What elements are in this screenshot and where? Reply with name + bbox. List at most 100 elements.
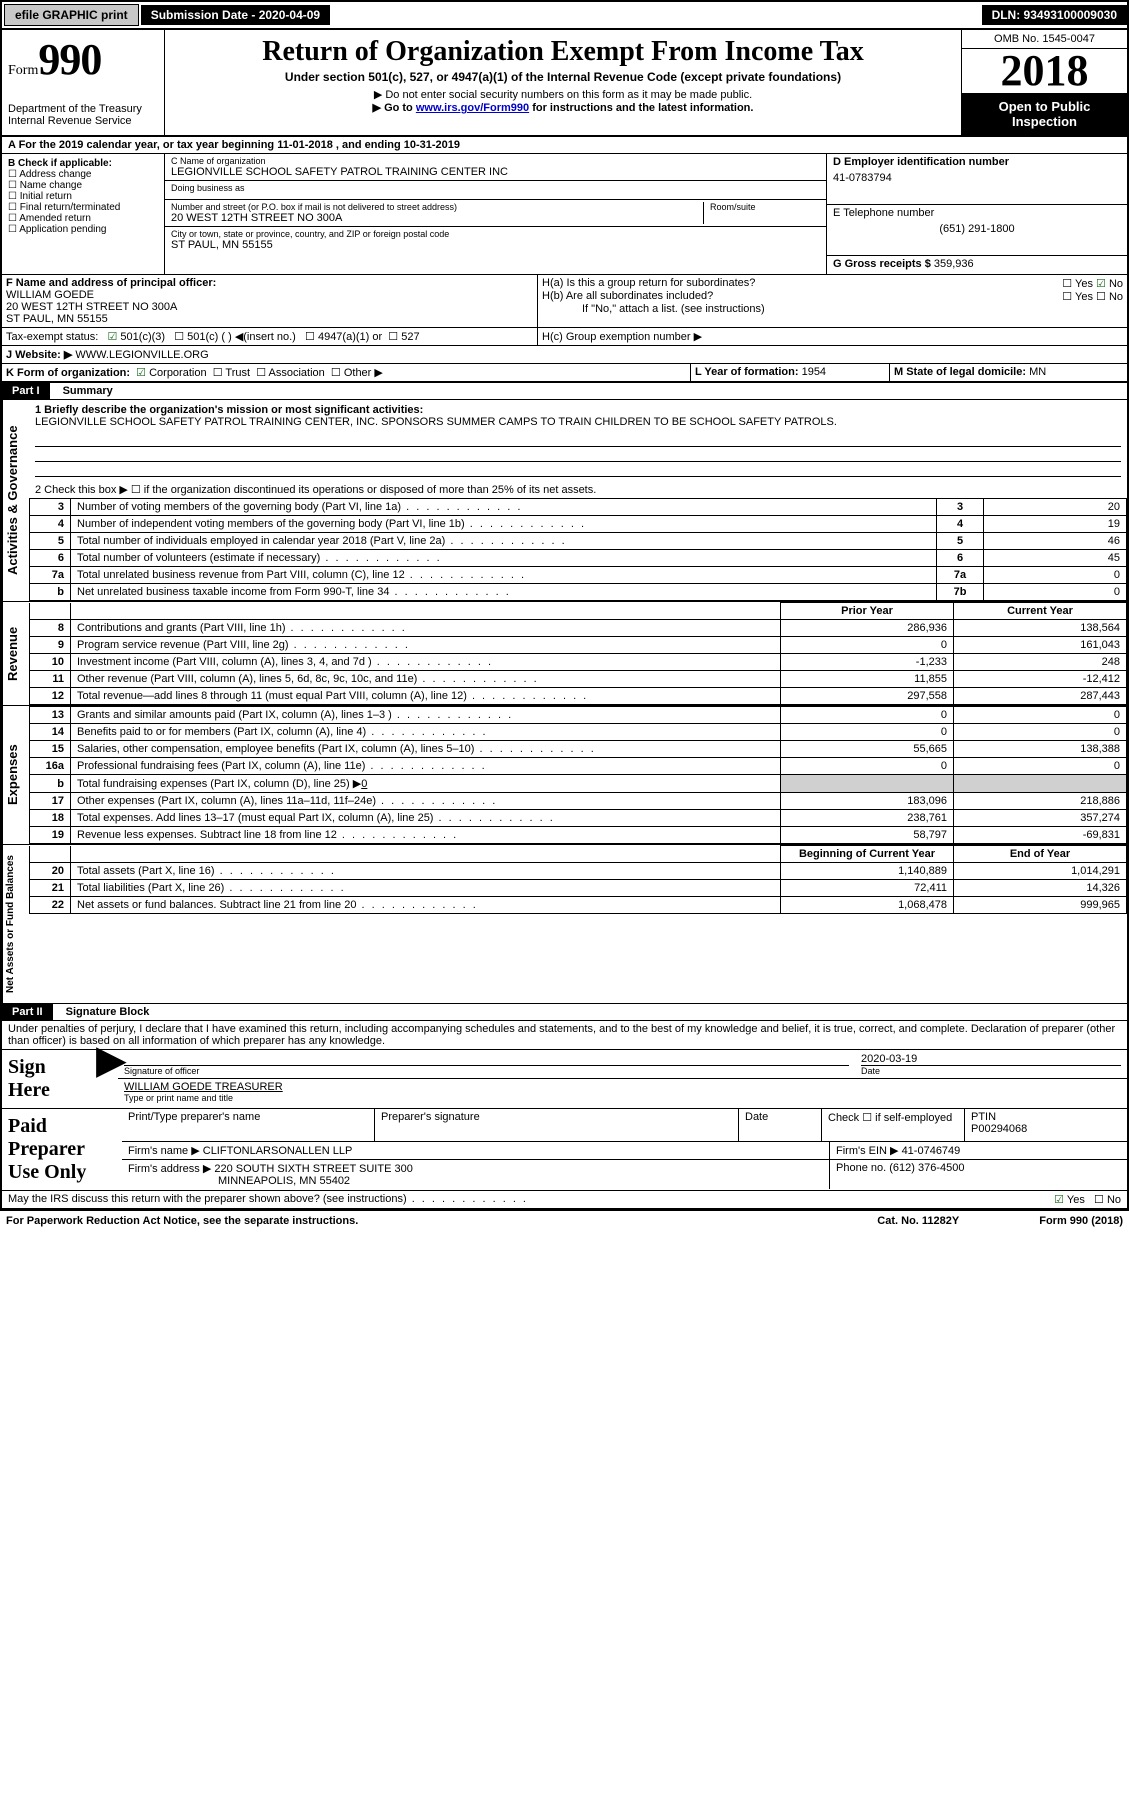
- cat-no: Cat. No. 11282Y: [877, 1215, 959, 1227]
- current-year-amount: 999,965: [954, 897, 1127, 914]
- sig-officer-label: Signature of officer: [124, 1065, 849, 1076]
- end-year-header: End of Year: [954, 846, 1127, 863]
- firm-phone-value: (612) 376-4500: [889, 1162, 964, 1174]
- q2-checkbox-line: 2 Check this box ▶ ☐ if the organization…: [29, 477, 1127, 498]
- discuss-no[interactable]: No: [1094, 1194, 1121, 1206]
- hb-note: If "No," attach a list. (see instruction…: [542, 303, 1123, 315]
- phone-label: E Telephone number: [833, 207, 1121, 219]
- prior-year-amount: 11,855: [781, 671, 954, 688]
- current-year-amount: 0: [954, 724, 1127, 741]
- perjury-declaration: Under penalties of perjury, I declare th…: [2, 1021, 1127, 1050]
- website-label: J Website: ▶: [6, 349, 72, 361]
- row-num: 16a: [30, 758, 71, 775]
- revenue-table: Prior Year Current Year 8 Contributions …: [29, 602, 1127, 705]
- firm-addr-label: Firm's address ▶: [128, 1163, 211, 1175]
- prior-year-amount: 183,096: [781, 793, 954, 810]
- row-desc: Net assets or fund balances. Subtract li…: [71, 897, 781, 914]
- row-desc: Total number of individuals employed in …: [71, 533, 937, 550]
- dba-label: Doing business as: [171, 183, 820, 193]
- row-num: 18: [30, 810, 71, 827]
- form-header: Form990 Department of the Treasury Inter…: [2, 30, 1127, 137]
- row-desc: Total unrelated business revenue from Pa…: [71, 567, 937, 584]
- prior-year-amount: -1,233: [781, 654, 954, 671]
- officer-addr2: ST PAUL, MN 55155: [6, 313, 533, 325]
- row-desc: Number of voting members of the governin…: [71, 499, 937, 516]
- prior-year-amount: 1,140,889: [781, 863, 954, 880]
- ha-no[interactable]: No: [1096, 278, 1123, 290]
- chk-amended-return[interactable]: Amended return: [8, 213, 158, 224]
- row-desc: Total liabilities (Part X, line 26): [71, 880, 781, 897]
- self-employed-check[interactable]: Check ☐ if self-employed: [822, 1109, 965, 1141]
- row-num: 17: [30, 793, 71, 810]
- row-desc: Net unrelated business taxable income fr…: [71, 584, 937, 601]
- row-box: 3: [937, 499, 984, 516]
- chk-4947[interactable]: 4947(a)(1) or: [305, 331, 382, 343]
- submission-date: Submission Date - 2020-04-09: [141, 5, 330, 25]
- form-subtitle: Under section 501(c), 527, or 4947(a)(1)…: [175, 70, 951, 84]
- current-year-amount: 14,326: [954, 880, 1127, 897]
- vert-activities-governance: Activities & Governance: [2, 400, 29, 601]
- row-amount: 45: [984, 550, 1127, 567]
- row-desc: Total number of volunteers (estimate if …: [71, 550, 937, 567]
- governance-table: 3 Number of voting members of the govern…: [29, 498, 1127, 601]
- chk-final-return[interactable]: Final return/terminated: [8, 202, 158, 213]
- chk-527[interactable]: 527: [388, 331, 419, 343]
- discuss-question: May the IRS discuss this return with the…: [8, 1193, 528, 1206]
- year-formation-value: 1954: [802, 366, 826, 378]
- row-desc: Professional fundraising fees (Part IX, …: [71, 758, 781, 775]
- year-formation-label: L Year of formation:: [695, 366, 799, 378]
- row-num: 19: [30, 827, 71, 844]
- row-desc: Contributions and grants (Part VIII, lin…: [71, 620, 781, 637]
- officer-name: WILLIAM GOEDE: [6, 289, 533, 301]
- efile-print-button[interactable]: efile GRAPHIC print: [4, 4, 139, 26]
- discuss-yes[interactable]: Yes: [1054, 1194, 1085, 1206]
- row-desc: Program service revenue (Part VIII, line…: [71, 637, 781, 654]
- vert-expenses: Expenses: [2, 706, 29, 844]
- form-number: 990: [38, 35, 101, 84]
- row-num: 5: [30, 533, 71, 550]
- part1-label: Part I: [2, 383, 50, 399]
- prior-year-amount: 0: [781, 758, 954, 775]
- hb-yes[interactable]: Yes: [1062, 291, 1093, 303]
- irs-label: Internal Revenue Service: [8, 115, 158, 127]
- chk-corporation[interactable]: Corporation: [136, 367, 206, 379]
- top-toolbar: efile GRAPHIC print Submission Date - 20…: [2, 2, 1127, 30]
- state-domicile-label: M State of legal domicile:: [894, 366, 1026, 378]
- chk-association[interactable]: Association: [256, 367, 325, 379]
- form-title: Return of Organization Exempt From Incom…: [175, 36, 951, 68]
- net-assets-table: Beginning of Current Year End of Year 20…: [29, 845, 1127, 914]
- row-num: b: [30, 775, 71, 793]
- current-year-header: Current Year: [954, 603, 1127, 620]
- goto-pre: ▶ Go to: [373, 102, 416, 114]
- chk-initial-return[interactable]: Initial return: [8, 191, 158, 202]
- row-amount: 20: [984, 499, 1127, 516]
- ha-yes[interactable]: Yes: [1062, 278, 1093, 290]
- instructions-link[interactable]: www.irs.gov/Form990: [416, 102, 529, 114]
- ein-value: 41-0783794: [833, 172, 1121, 184]
- preparer-date-label: Date: [739, 1109, 822, 1141]
- prior-year-amount: 0: [781, 637, 954, 654]
- sign-here-label: Sign Here: [2, 1050, 94, 1108]
- chk-501c3[interactable]: 501(c)(3): [108, 331, 166, 343]
- section-b-checkboxes: B Check if applicable: Address change Na…: [2, 154, 165, 274]
- row-num: b: [30, 584, 71, 601]
- ptin-label: PTIN: [971, 1111, 1121, 1123]
- shaded-cell: [954, 775, 1127, 793]
- chk-trust[interactable]: Trust: [213, 367, 250, 379]
- chk-address-change[interactable]: Address change: [8, 169, 158, 180]
- arrow-icon: ▶: [94, 1050, 118, 1108]
- prior-year-amount: 58,797: [781, 827, 954, 844]
- sig-date-label: Date: [861, 1065, 1121, 1076]
- chk-name-change[interactable]: Name change: [8, 180, 158, 191]
- dln-label: DLN: 93493100009030: [982, 5, 1127, 25]
- row-num: 13: [30, 707, 71, 724]
- sig-date-value: 2020-03-19: [861, 1053, 1121, 1065]
- chk-application-pending[interactable]: Application pending: [8, 224, 158, 235]
- chk-501c[interactable]: 501(c) ( ) ◀(insert no.): [174, 331, 296, 343]
- hb-no[interactable]: No: [1096, 291, 1123, 303]
- mission-blank-line: [35, 462, 1121, 477]
- row-num: 3: [30, 499, 71, 516]
- chk-other[interactable]: Other ▶: [331, 367, 383, 379]
- current-year-amount: 287,443: [954, 688, 1127, 705]
- row-box: 7b: [937, 584, 984, 601]
